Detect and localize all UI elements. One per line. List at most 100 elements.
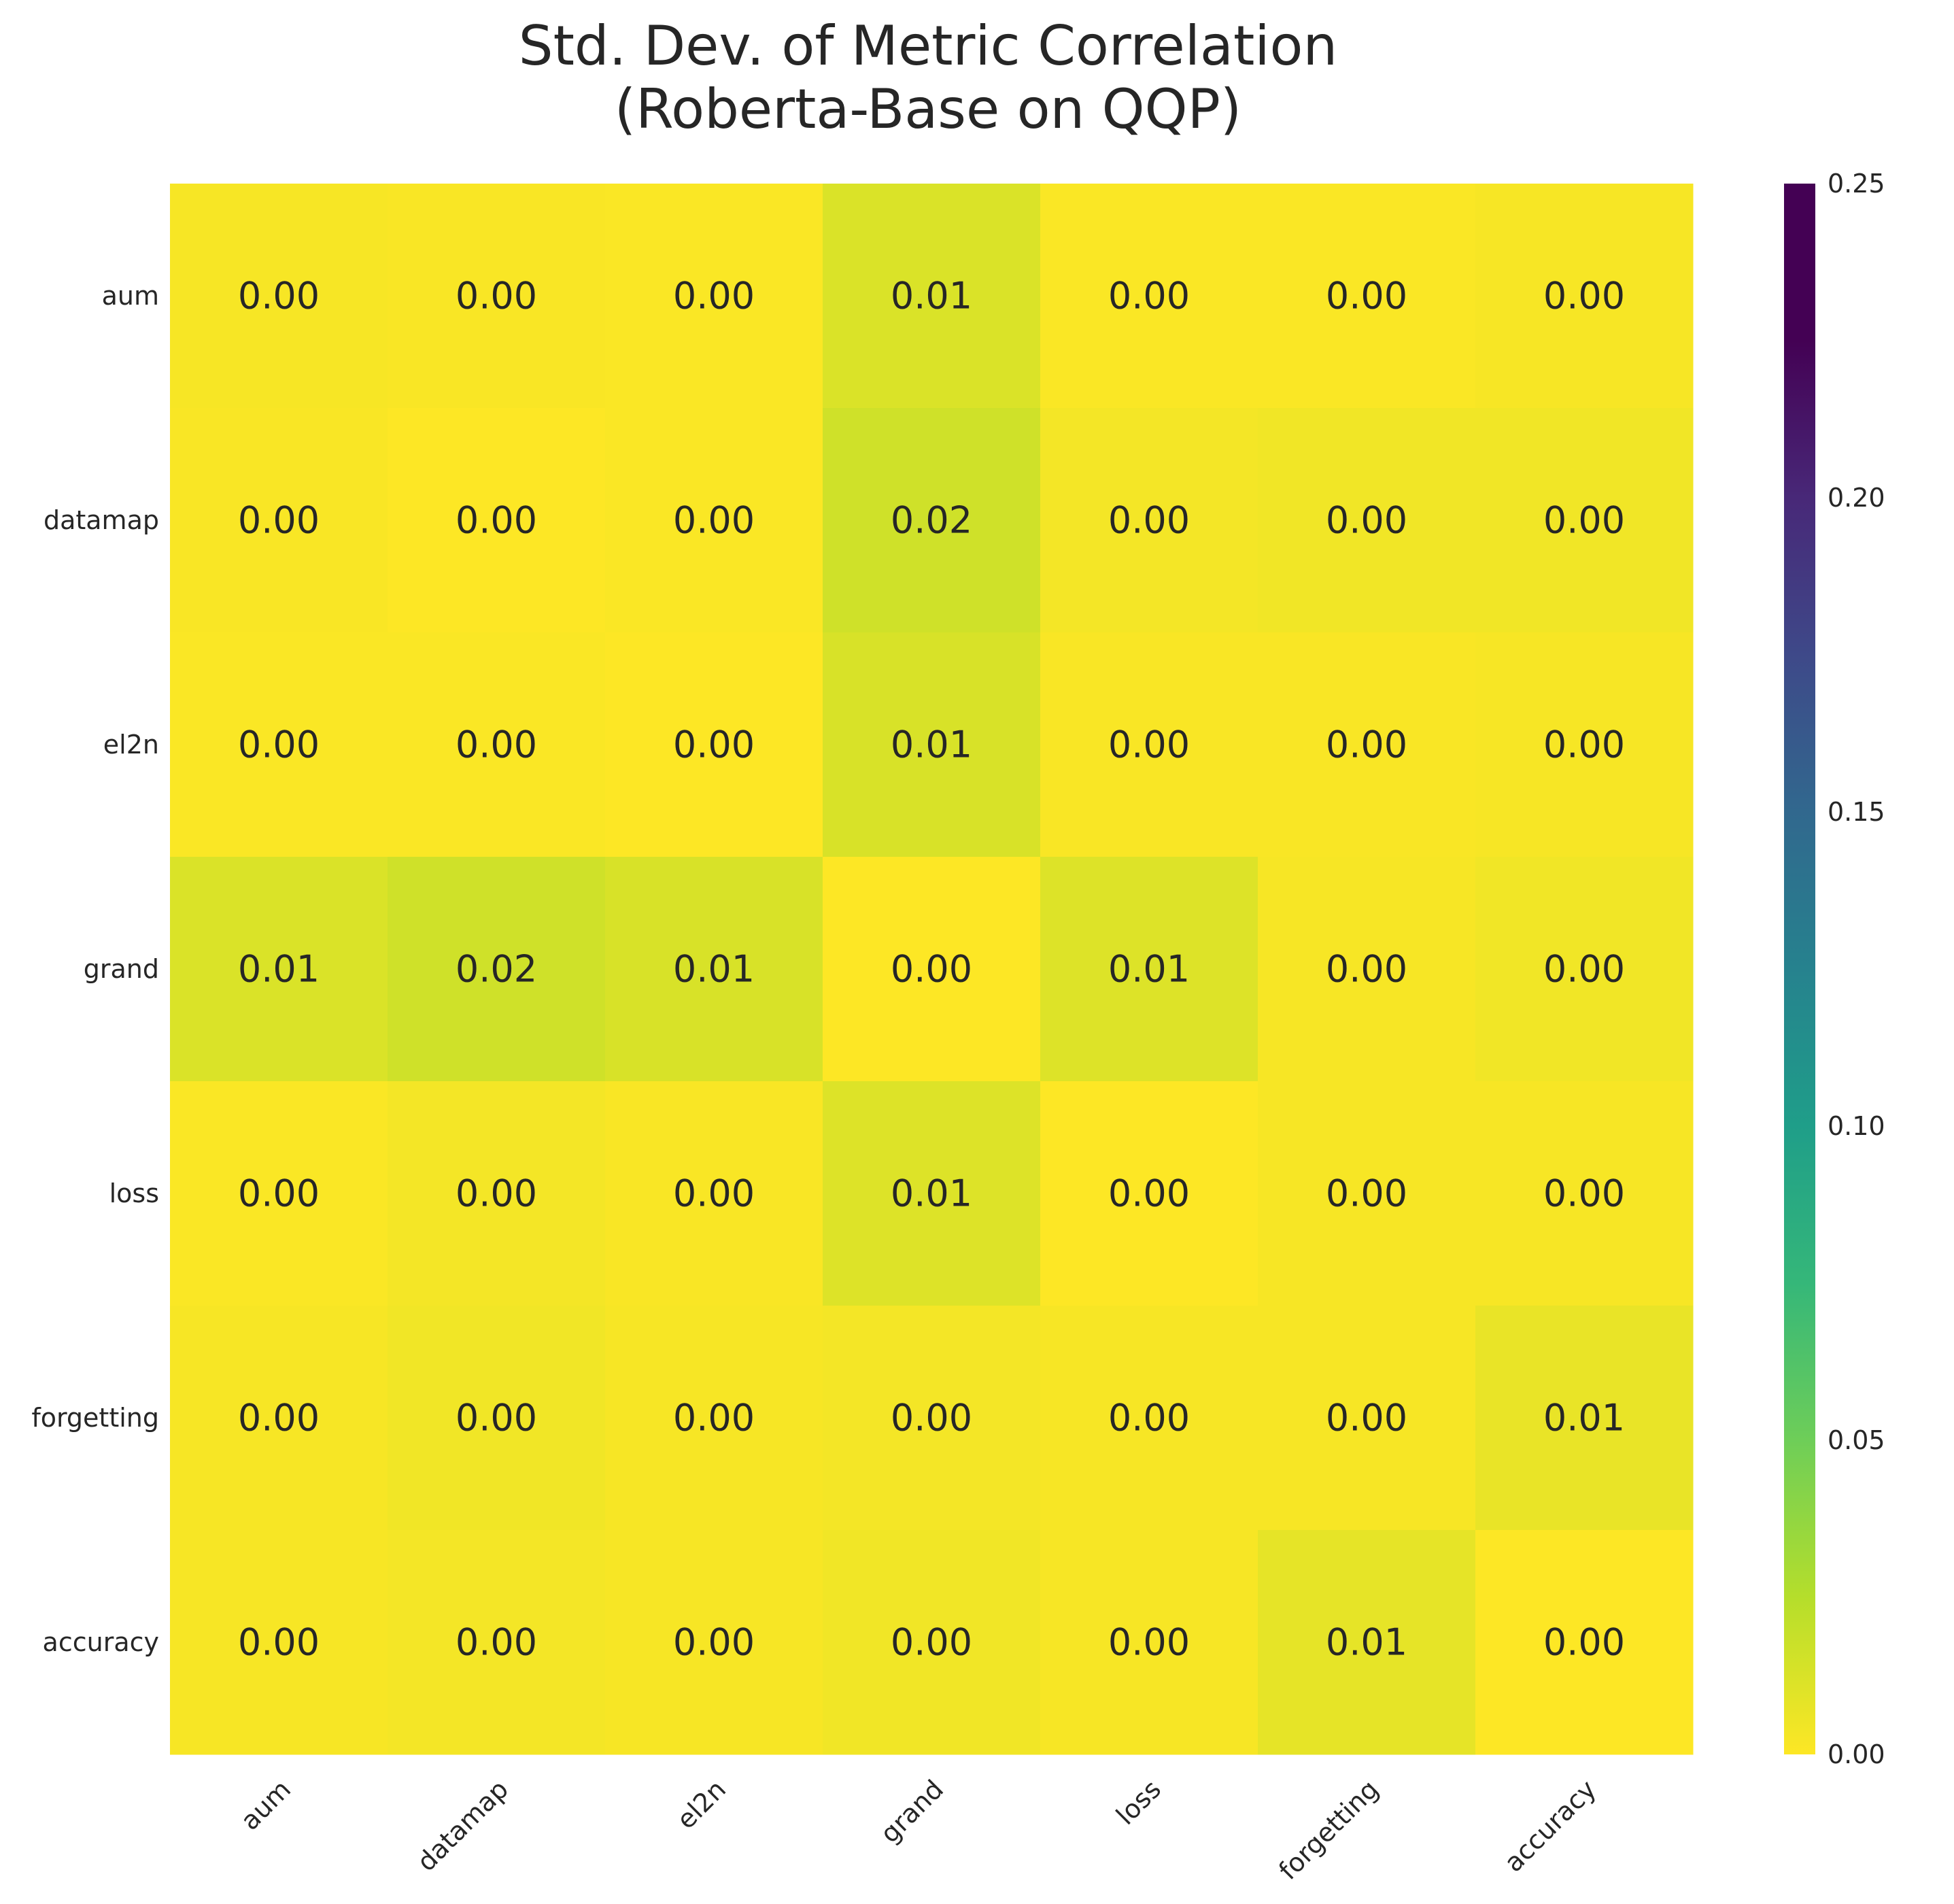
heatmap-cell-label: 0.00 [238, 275, 320, 318]
heatmap-cell-grand-forgetting [1258, 857, 1476, 1082]
y-tick-label-aum: aum [102, 281, 159, 311]
heatmap-cell-label: 0.01 [1543, 1397, 1625, 1440]
heatmap-cell-aum-el2n [605, 184, 823, 409]
heatmap-cell-loss-accuracy [1475, 1081, 1694, 1306]
heatmap-cell-label: 0.00 [673, 1172, 755, 1215]
heatmap-cell-grand-grand [823, 857, 1041, 1082]
heatmap-cell-accuracy-loss [1040, 1530, 1258, 1755]
heatmap-cell-label: 0.00 [1326, 1397, 1407, 1440]
heatmap-cell-label: 0.00 [238, 724, 320, 766]
heatmap-cell-label: 0.00 [1326, 499, 1407, 542]
heatmap-cell-forgetting-accuracy [1475, 1306, 1694, 1531]
heatmap-cell-forgetting-el2n [605, 1306, 823, 1531]
colorbar-tick-label: 0.10 [1828, 1111, 1885, 1141]
heatmap-cell-label: 0.00 [238, 1621, 320, 1664]
x-tick-label-el2n: el2n [671, 1774, 732, 1835]
heatmap-cell-forgetting-grand [823, 1306, 1041, 1531]
heatmap-cell-labels: 0.00 0.00 0.00 0.01 0.00 0.00 0.00 0.00 0.00 0.00… [238, 275, 1625, 1664]
heatmap-cell-label: 0.00 [238, 1397, 320, 1440]
heatmap-cell-label: 0.01 [1326, 1621, 1407, 1664]
heatmap-cell-label: 0.00 [1543, 275, 1625, 318]
y-tick-label-el2n: el2n [103, 730, 159, 760]
heatmap-cell-label: 0.00 [1108, 1397, 1190, 1440]
colorbar [1784, 184, 1815, 1754]
colorbar-tick-labels: 0.00 0.05 0.10 0.15 0.20 0.25 [1828, 169, 1885, 1769]
heatmap-cell-label: 0.02 [456, 948, 537, 991]
heatmap-cell-datamap-grand [823, 408, 1041, 633]
heatmap-cell-grand-datamap [388, 857, 606, 1082]
heatmap-cell-label: 0.00 [1108, 499, 1190, 542]
heatmap-cell-label: 0.01 [891, 1172, 972, 1215]
y-axis-tick-labels: aum datamap el2n grand loss forgetting accurac… [31, 281, 159, 1657]
x-axis-tick-labels: aum datamap el2n grand loss forgetting accurac… [235, 1774, 1602, 1886]
heatmap-cell-loss-forgetting [1258, 1081, 1476, 1306]
heatmap-cell-label: 0.00 [891, 948, 972, 991]
heatmap-cell-accuracy-datamap [388, 1530, 606, 1755]
heatmap-cell-accuracy-aum [170, 1530, 388, 1755]
heatmap-cell-accuracy-forgetting [1258, 1530, 1476, 1755]
heatmap-cell-label: 0.00 [673, 275, 755, 318]
heatmap-cell-label: 0.00 [456, 1172, 537, 1215]
heatmap-cell-loss-loss [1040, 1081, 1258, 1306]
heatmap-cell-label: 0.00 [891, 1621, 972, 1664]
heatmap-cell-forgetting-datamap [388, 1306, 606, 1531]
chart-title-line-2: (Roberta-Base on QQP) [615, 78, 1241, 141]
heatmap-cell-el2n-grand [823, 632, 1041, 857]
heatmap-cell-grand-accuracy [1475, 857, 1694, 1082]
heatmap-cell-aum-accuracy [1475, 184, 1694, 409]
y-tick-label-grand: grand [84, 954, 159, 984]
y-tick-label-forgetting: forgetting [31, 1403, 159, 1433]
heatmap-cell-label: 0.01 [891, 275, 972, 318]
heatmap-cell-label: 0.00 [673, 1397, 755, 1440]
heatmap-cell-label: 0.00 [456, 724, 537, 766]
x-tick-label-datamap: datamap [411, 1774, 514, 1877]
heatmap-cell-grand-el2n [605, 857, 823, 1082]
heatmap-cell-label: 0.00 [1108, 724, 1190, 766]
heatmap-cells [170, 184, 1694, 1755]
heatmap-cell-el2n-aum [170, 632, 388, 857]
heatmap-cell-label: 0.00 [1108, 275, 1190, 318]
heatmap-cell-datamap-forgetting [1258, 408, 1476, 633]
heatmap-cell-label: 0.00 [673, 499, 755, 542]
heatmap-cell-label: 0.00 [1326, 724, 1407, 766]
heatmap-cell-loss-aum [170, 1081, 388, 1306]
x-tick-label-aum: aum [235, 1774, 296, 1836]
heatmap-cell-label: 0.00 [1543, 499, 1625, 542]
x-tick-label-loss: loss [1110, 1774, 1167, 1831]
heatmap-cell-label: 0.00 [1326, 275, 1407, 318]
heatmap-cell-label: 0.00 [1543, 724, 1625, 766]
heatmap-cell-el2n-loss [1040, 632, 1258, 857]
heatmap-cell-loss-el2n [605, 1081, 823, 1306]
heatmap-cell-datamap-loss [1040, 408, 1258, 633]
heatmap-cell-aum-loss [1040, 184, 1258, 409]
x-tick-label-forgetting: forgetting [1273, 1774, 1384, 1886]
y-tick-label-loss: loss [109, 1178, 159, 1208]
heatmap-cell-el2n-datamap [388, 632, 606, 857]
colorbar-tick-label: 0.05 [1828, 1425, 1885, 1455]
colorbar-tick-label: 0.25 [1828, 169, 1885, 199]
heatmap-cell-accuracy-accuracy [1475, 1530, 1694, 1755]
heatmap-cell-datamap-accuracy [1475, 408, 1694, 633]
heatmap-cell-el2n-el2n [605, 632, 823, 857]
heatmap-cell-label: 0.00 [1543, 948, 1625, 991]
heatmap-cell-label: 0.00 [1108, 1621, 1190, 1664]
heatmap-cell-loss-datamap [388, 1081, 606, 1306]
y-tick-label-datamap: datamap [44, 505, 159, 535]
heatmap-cell-aum-aum [170, 184, 388, 409]
heatmap-cell-label: 0.00 [456, 499, 537, 542]
heatmap-cell-label: 0.01 [1108, 948, 1190, 991]
heatmap-cell-label: 0.00 [673, 1621, 755, 1664]
x-tick-label-accuracy: accuracy [1498, 1774, 1602, 1877]
heatmap-cell-label: 0.02 [891, 499, 972, 542]
heatmap-cell-label: 0.01 [238, 948, 320, 991]
heatmap-cell-label: 0.00 [1326, 948, 1407, 991]
heatmap-cell-datamap-el2n [605, 408, 823, 633]
heatmap-cell-datamap-datamap [388, 408, 606, 633]
x-tick-label-grand: grand [874, 1774, 949, 1849]
y-tick-label-accuracy: accuracy [43, 1627, 159, 1657]
heatmap-cell-datamap-aum [170, 408, 388, 633]
heatmap-cell-label: 0.00 [238, 1172, 320, 1215]
heatmap-cell-label: 0.00 [673, 724, 755, 766]
heatmap-cell-label: 0.00 [1543, 1172, 1625, 1215]
